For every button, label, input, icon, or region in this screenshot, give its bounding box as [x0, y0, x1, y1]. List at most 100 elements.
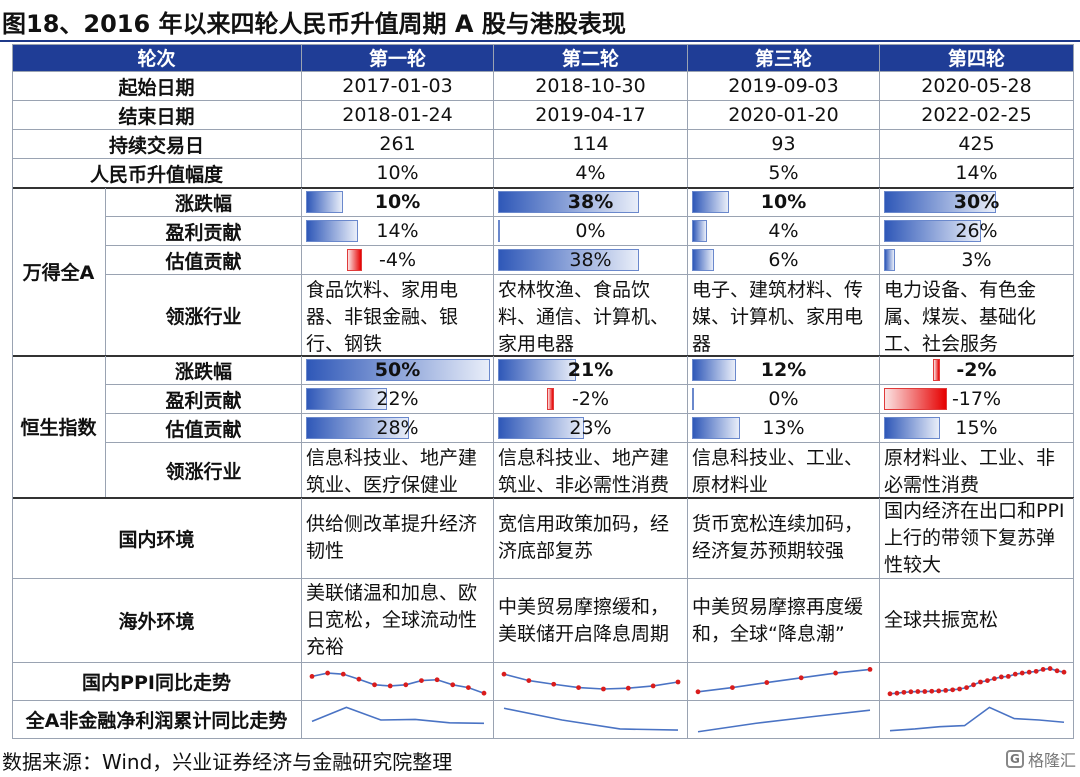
positive-bar	[306, 417, 410, 439]
sparkline-cell	[494, 663, 688, 701]
trend-row-label-text: 国内PPI同比走势	[82, 672, 231, 694]
info-row-value: 2022-02-25	[880, 101, 1074, 130]
info-row-label-text: 人民币升值幅度	[89, 163, 223, 186]
info-row-value: 5%	[688, 159, 880, 188]
sparkline-point	[481, 690, 487, 696]
sparkline-cell	[302, 701, 494, 739]
env-text-text: 国内经济在出口和PPI上行的带领下复苏弹性较大	[884, 499, 1065, 576]
section-divider	[12, 355, 1074, 357]
bar-cell: 22%	[302, 385, 494, 414]
bar-value: 4%	[768, 220, 799, 242]
industry-text-text: 信息科技业、地产建筑业、医疗保健业	[306, 447, 478, 496]
sparkline-cell	[494, 701, 688, 739]
sparkline-point	[675, 679, 681, 685]
positive-bar	[884, 191, 996, 213]
env-text-text: 中美贸易摩擦再度缓和，全球“降息潮”	[692, 595, 864, 645]
info-row-value-text: 93	[771, 133, 796, 155]
comparison-table: 轮次 第一轮 第二轮 第三轮 第四轮 起始日期 2017-01-03 2018-10-30 20…	[12, 44, 1074, 739]
bar-cell: 26%	[880, 217, 1074, 246]
env-row-label-text: 海外环境	[118, 611, 195, 633]
bar-value: 23%	[569, 417, 612, 439]
positive-bar	[498, 417, 584, 439]
positive-bar	[692, 191, 729, 213]
bar-value: 10%	[374, 191, 421, 213]
sparkline-point	[971, 682, 976, 688]
bar-value: 3%	[961, 249, 992, 271]
sparkline-point	[1005, 674, 1011, 679]
industry-text: 农林牧渔、食品饮料、通信、计算机、家用电器	[494, 275, 688, 356]
industry-text: 食品饮料、家用电器、非银金融、银行、钢铁	[302, 275, 494, 356]
industry-text-text: 农林牧渔、食品饮料、通信、计算机、家用电器	[498, 279, 670, 355]
bar-cell: 12%	[688, 356, 880, 385]
sparkline-point	[915, 689, 921, 694]
header-round-2: 第二轮	[494, 44, 688, 72]
negative-bar	[884, 388, 948, 410]
sparkline	[501, 671, 681, 692]
bar-cell: -2%	[880, 356, 1074, 385]
info-row-value-text: 261	[379, 133, 416, 155]
info-row-value-text: 2020-05-28	[921, 75, 1032, 97]
sparkline-line	[889, 706, 1065, 732]
bar-cell: 13%	[688, 414, 880, 443]
sparkline-point	[798, 675, 804, 681]
bar-cell: 15%	[880, 414, 1074, 443]
bar-row-label: 估值贡献	[106, 414, 302, 443]
info-row-value: 2020-01-20	[688, 101, 880, 130]
info-row-value-text: 2020-01-20	[728, 104, 839, 126]
sparkline-point	[576, 685, 581, 690]
sparkline-point	[387, 683, 393, 689]
bar-value: 26%	[955, 220, 998, 242]
env-row-label: 海外环境	[12, 579, 302, 663]
bar-value: -17%	[951, 388, 1002, 410]
industry-text-text: 原材料业、工业、非必需性消费	[884, 447, 1056, 496]
sparkline-point	[1061, 669, 1067, 675]
industry-text-text: 信息科技业、地产建筑业、非必需性消费	[498, 447, 670, 496]
bar-cell: 28%	[302, 414, 494, 443]
positive-bar	[692, 388, 694, 410]
info-row-value-text: 2019-04-17	[535, 104, 646, 126]
group-label: 万得全A	[12, 188, 106, 356]
env-text: 国内经济在出口和PPI上行的带领下复苏弹性较大	[880, 498, 1074, 579]
info-row-value-text: 2018-01-24	[342, 104, 453, 126]
sparkline-point	[950, 687, 956, 693]
sparkline-point	[465, 685, 471, 690]
bar-value: 0%	[768, 388, 799, 410]
bar-cell: 4%	[688, 217, 880, 246]
sparkline-point	[650, 683, 656, 689]
sparkline-cell	[880, 701, 1074, 739]
info-row-label: 人民币升值幅度	[12, 159, 302, 188]
source-note: 数据来源：Wind，兴业证券经济与金融研究院整理	[2, 750, 453, 774]
env-text-text: 全球共振宽松	[884, 609, 999, 631]
positive-bar	[498, 220, 500, 242]
bar-cell: 6%	[688, 246, 880, 275]
watermark-logo-icon: G	[1005, 750, 1024, 768]
negative-bar	[546, 388, 554, 410]
industry-text-text: 信息科技业、工业、原材料业	[692, 447, 864, 496]
positive-bar	[692, 220, 707, 242]
sparkline-point	[340, 671, 346, 677]
group-label-text: 万得全A	[22, 262, 95, 284]
sparkline-point	[936, 688, 942, 694]
bar-cell: -2%	[494, 385, 688, 414]
env-text: 中美贸易摩擦缓和，美联储开启降息周期	[494, 579, 688, 663]
industry-text: 电力设备、有色金属、煤炭、基础化工、社会服务	[880, 275, 1074, 356]
info-row-label-text: 持续交易日	[108, 134, 204, 157]
trend-row-label: 全A非金融净利润累计同比走势	[12, 701, 302, 739]
positive-bar	[692, 359, 737, 381]
positive-bar	[498, 359, 577, 381]
sparkline-point	[978, 679, 983, 685]
positive-bar	[306, 359, 490, 381]
sparkline-point	[998, 674, 1004, 680]
watermark: G 格隆汇	[1005, 747, 1076, 771]
sparkline-point	[964, 685, 969, 690]
bar-row-label: 涨跌幅	[106, 188, 302, 217]
sparkline-point	[1054, 668, 1060, 674]
positive-bar	[306, 220, 358, 242]
sparkline-point	[601, 686, 606, 692]
bar-value: 38%	[567, 191, 614, 213]
industry-text: 信息科技业、工业、原材料业	[688, 443, 880, 498]
industry-text-text: 食品饮料、家用电器、非银金融、银行、钢铁	[306, 279, 459, 355]
sparkline-point	[1026, 669, 1032, 675]
env-text-text: 供给侧改革提升经济韧性	[306, 513, 478, 562]
sparkline-point	[992, 676, 997, 682]
